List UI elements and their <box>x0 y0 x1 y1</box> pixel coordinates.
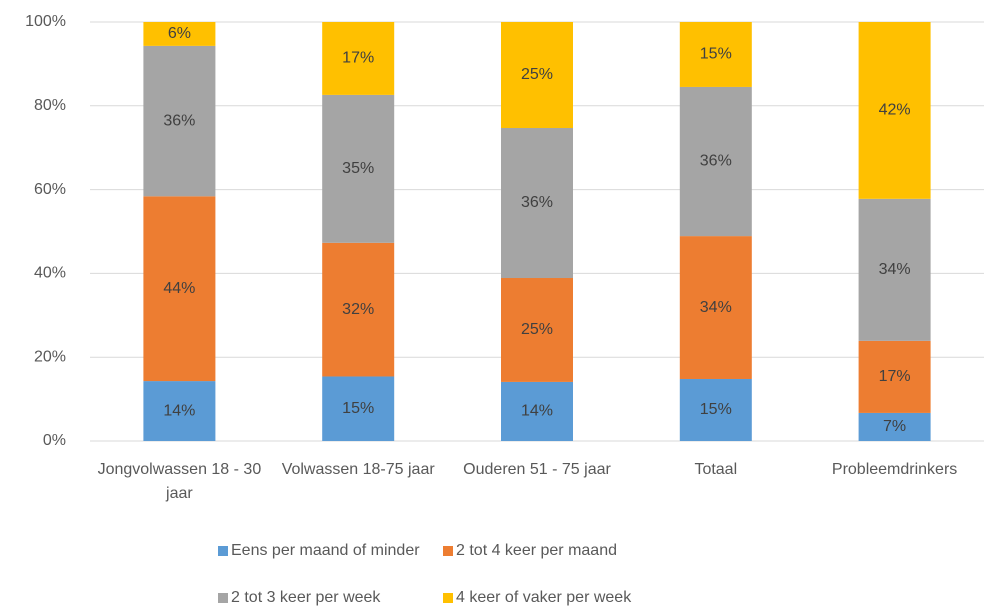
data-label: 44% <box>163 280 195 297</box>
legend-swatch <box>443 593 453 603</box>
y-tick-label: 40% <box>34 265 66 282</box>
legend-swatch <box>443 546 453 556</box>
bar-segment <box>858 412 931 441</box>
bar-segment <box>679 86 752 237</box>
bar-segment <box>143 22 216 46</box>
bar-segment <box>143 196 216 382</box>
data-label: 17% <box>342 50 374 67</box>
data-label: 34% <box>879 261 911 278</box>
bar-segment <box>858 198 931 341</box>
legend-label: 2 tot 3 keer per week <box>231 589 381 606</box>
bar-segment <box>679 378 752 441</box>
data-label: 15% <box>342 400 374 417</box>
data-label: 42% <box>879 102 911 119</box>
data-label: 15% <box>700 401 732 418</box>
bar-segment <box>858 340 931 413</box>
bar-segment <box>679 236 752 379</box>
data-label: 25% <box>521 66 553 83</box>
data-label: 14% <box>163 402 195 419</box>
y-tick-label: 100% <box>25 13 66 30</box>
y-tick-label: 80% <box>34 97 66 114</box>
bar-segment <box>322 242 395 377</box>
data-label: 36% <box>163 112 195 129</box>
x-tick-label: Jongvolwassen 18 - 30 jaar <box>97 461 262 502</box>
data-label: 15% <box>700 46 732 63</box>
data-label: 25% <box>521 321 553 338</box>
bar-segment <box>143 381 216 441</box>
data-label: 14% <box>521 403 553 420</box>
data-label: 32% <box>342 301 374 318</box>
bar-segment <box>143 45 216 197</box>
y-tick-label: 20% <box>34 348 66 365</box>
data-label: 36% <box>700 153 732 170</box>
legend-swatch <box>218 546 228 556</box>
y-tick-label: 60% <box>34 181 66 198</box>
data-label: 34% <box>700 299 732 316</box>
x-tick-label: Probleemdrinkers <box>831 461 958 478</box>
bar-segment <box>501 381 573 441</box>
x-tick-label: Totaal <box>694 461 738 478</box>
data-label: 36% <box>521 194 553 211</box>
data-label: 17% <box>879 368 911 385</box>
data-label: 6% <box>168 25 191 42</box>
y-tick-label: 0% <box>43 432 66 449</box>
x-tick-label: Ouderen 51 - 75 jaar <box>463 461 611 478</box>
bar-segment <box>858 22 931 199</box>
bar-segment <box>322 376 395 441</box>
legend-label: 2 tot 4 keer per maand <box>456 542 617 559</box>
legend-label: Eens per maand of minder <box>231 542 420 559</box>
bar-segment <box>501 278 573 382</box>
bar-segment <box>679 22 752 87</box>
bar-segment <box>501 22 573 129</box>
bar-segment <box>322 94 395 243</box>
x-tick-label: Volwassen 18-75 jaar <box>281 461 435 478</box>
bar-segment <box>501 128 573 279</box>
bar-segment <box>322 22 395 95</box>
legend-label: 4 keer of vaker per week <box>456 589 632 606</box>
data-label: 7% <box>883 418 906 435</box>
data-label: 35% <box>342 160 374 177</box>
legend-swatch <box>218 593 228 603</box>
